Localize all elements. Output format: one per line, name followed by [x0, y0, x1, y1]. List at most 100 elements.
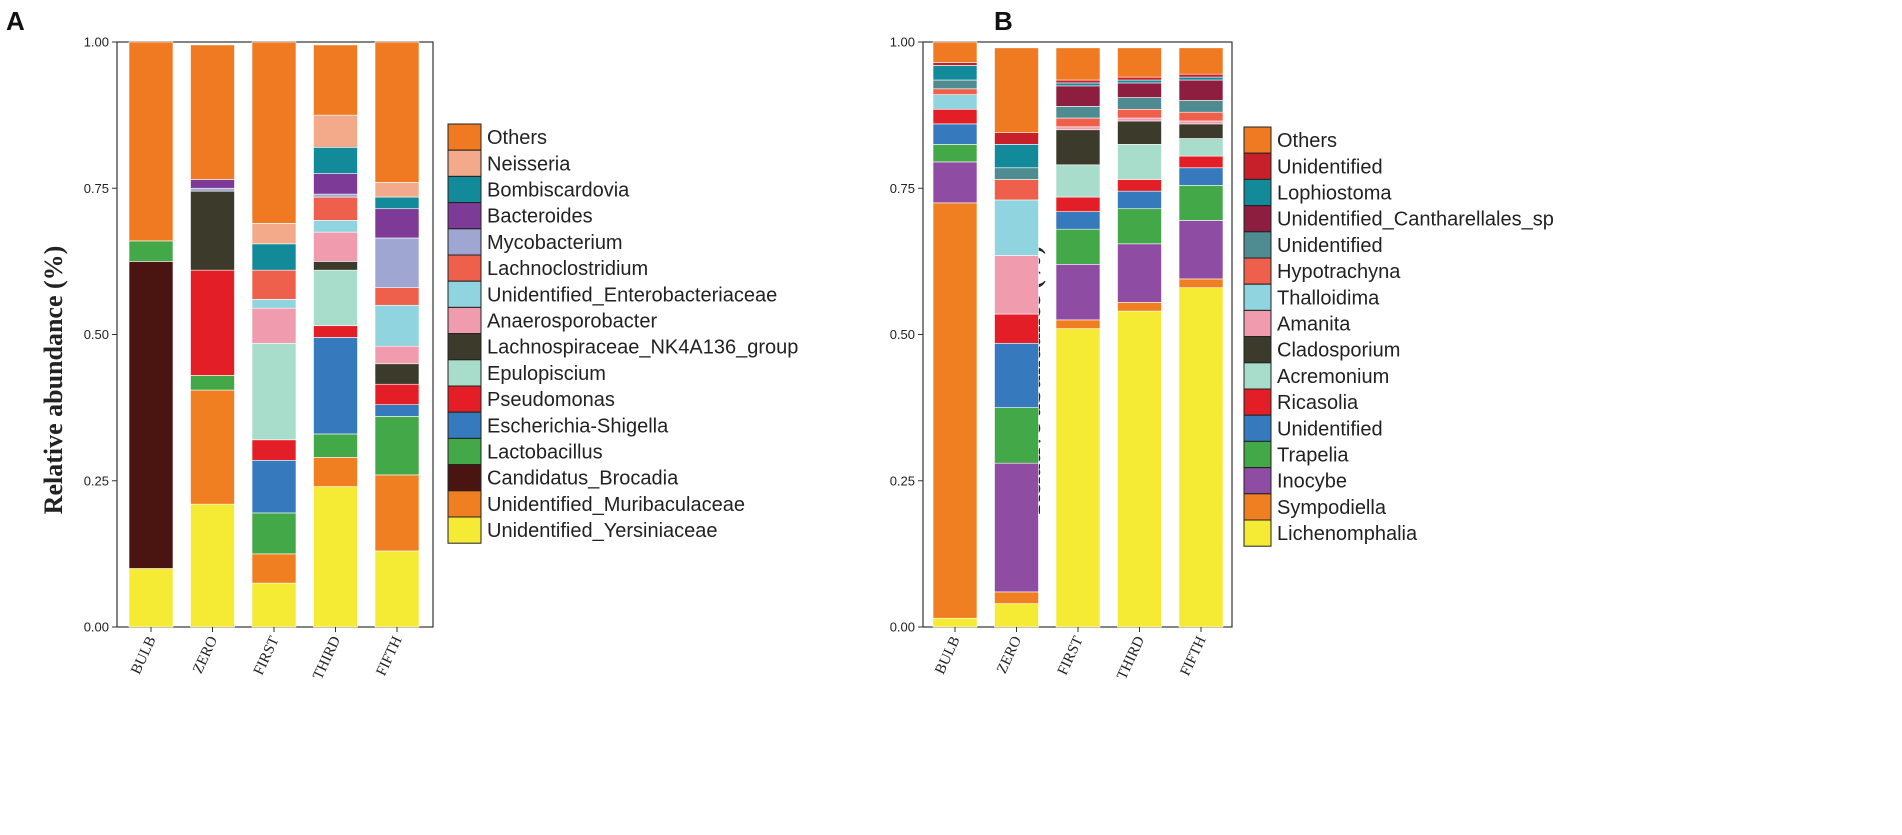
pb-legend-label-ricasolia: Ricasolia	[1277, 392, 1359, 414]
pa-legend-label-mycobacterium: Mycobacterium	[487, 232, 623, 254]
pa-bar-first-escherichia-shigella	[251, 459, 297, 514]
y-axis-label-a: Relative abundance (%)	[39, 246, 68, 515]
pa-legend-swatch-lachnospiraceae-nk4a136-group	[447, 333, 482, 361]
pa-bar-zero-unidentified-muribaculaceae	[190, 389, 235, 505]
pb-bar-fifth-trapelia	[1178, 185, 1224, 221]
pa-bar-fifth-bombiscardovia	[374, 196, 420, 210]
pa-bar-third-escherichia-shigella	[313, 337, 358, 435]
pa-bar-fifth-bacteroides	[374, 208, 420, 239]
pb-bar-zero-amanita	[994, 255, 1039, 315]
pa-bar-bulb-lactobacillus	[128, 240, 174, 262]
pa-legend-swatch-others	[447, 123, 482, 151]
pb-bar-first-sympodiella	[1055, 319, 1101, 329]
pb-bar-first-acremonium	[1055, 164, 1101, 198]
pa-legend-label-bacteroides: Bacteroides	[487, 206, 593, 228]
pa-bar-third-lactobacillus	[313, 433, 358, 458]
pa-bar-fifth-unidentified-yersiniaceae	[374, 550, 420, 628]
pa-legend-swatch-lactobacillus	[447, 437, 482, 466]
pb-legend-swatch-others	[1243, 126, 1272, 154]
pa-legend-label-candidatus-brocadia: Candidatus_Brocadia	[487, 468, 679, 490]
pb-legend-label-lophiostoma: Lophiostoma	[1277, 183, 1392, 205]
pb-y-tick-label: 0.50	[890, 327, 915, 342]
pb-bar-fifth-hypotrachyna	[1178, 111, 1224, 122]
pb-bar-zero-inocybe	[994, 462, 1039, 593]
pb-legend-label-others: Others	[1277, 130, 1337, 152]
pb-y-tick-label: 0.00	[890, 620, 915, 635]
pb-bar-zero-trapelia	[994, 407, 1039, 464]
pb-bar-bulb-lichenomphalia	[932, 617, 978, 628]
pb-legend-label-unidentified: Unidentified	[1277, 418, 1383, 440]
pa-bar-third-pseudomonas	[313, 325, 358, 338]
pb-bar-third-trapelia	[1117, 208, 1162, 245]
pb-bar-fifth-acremonium	[1178, 138, 1224, 157]
pb-bar-zero-lichenomphalia	[994, 603, 1039, 628]
pb-legend-swatch-lichenomphalia	[1243, 519, 1272, 547]
pa-bar-third-lachnoclostridium	[313, 196, 358, 221]
panel-label-b: B	[994, 6, 1013, 36]
pb-bar-third-unidentified	[1117, 76, 1162, 81]
pa-legend-swatch-bombiscardovia	[447, 175, 482, 204]
pb-bar-fifth-others	[1178, 47, 1224, 75]
pb-bar-third-others	[1117, 47, 1162, 78]
pb-bar-bulb-lophiostoma	[932, 65, 978, 81]
pa-bar-third-bombiscardovia	[313, 147, 358, 174]
pb-bar-zero-ricasolia	[994, 313, 1039, 344]
pa-bar-first-epulopiscium	[251, 342, 297, 441]
pb-legend-label-sympodiella: Sympodiella	[1277, 497, 1387, 519]
pa-legend-swatch-unidentified-yersiniaceae	[447, 516, 482, 544]
pa-bar-third-unidentified-muribaculaceae	[313, 457, 358, 487]
pb-bar-third-lichenomphalia	[1117, 310, 1162, 628]
pa-bar-fifth-mycobacterium	[374, 237, 420, 289]
pb-bar-third-unidentified	[1117, 190, 1162, 210]
pa-x-tick-label-bulb: BULB	[128, 634, 159, 677]
pb-bar-first-lichenomphalia	[1055, 328, 1101, 628]
pb-x-tick-label-third: THIRD	[1114, 634, 1148, 682]
pb-legend-label-lichenomphalia: Lichenomphalia	[1277, 523, 1418, 545]
pa-bar-fifth-anaerosporobacter	[374, 345, 420, 365]
pa-bar-first-unidentified-enterobacteriaceae	[251, 299, 297, 309]
pa-bar-fifth-unidentified-muribaculaceae	[374, 474, 420, 552]
pb-bar-third-sympodiella	[1117, 302, 1162, 312]
pb-bar-bulb-ricasolia	[932, 108, 978, 125]
pb-legend-label-thalloidima: Thalloidima	[1277, 287, 1380, 309]
pa-bar-first-lachnoclostridium	[251, 269, 297, 300]
pa-bar-third-anaerosporobacter	[313, 231, 358, 262]
panel-b: B Relative abundance (%) 0.000.250.500.7…	[890, 6, 1554, 682]
pb-bar-fifth-unidentified	[1178, 167, 1224, 186]
pb-bar-third-hypotrachyna	[1117, 108, 1162, 119]
pb-bar-first-ricasolia	[1055, 196, 1101, 212]
pa-bar-first-lactobacillus	[251, 512, 297, 555]
pb-bar-third-inocybe	[1117, 243, 1162, 303]
pb-legend-swatch-thalloidima	[1243, 283, 1272, 311]
pb-legend-swatch-sympodiella	[1243, 493, 1272, 521]
pa-legend-label-unidentified-yersiniaceae: Unidentified_Yersiniaceae	[487, 520, 718, 542]
pb-x-tick-label-fifth: FIFTH	[1178, 634, 1210, 679]
pa-bar-first-anaerosporobacter	[251, 307, 297, 344]
pa-legend-label-lactobacillus: Lactobacillus	[487, 442, 603, 464]
pb-bar-third-ricasolia	[1117, 179, 1162, 192]
pa-legend-swatch-pseudomonas	[447, 385, 482, 413]
pb-bar-first-others	[1055, 47, 1101, 81]
pb-legend-label-unidentified: Unidentified	[1277, 235, 1383, 257]
pb-bar-bulb-unidentified	[932, 123, 978, 145]
plot-area-a: 0.00 0.25 0.50 0.75 1.00 BULB ZERO FIRST THIRD FI…	[84, 35, 434, 682]
pb-bar-fifth-sympodiella	[1178, 278, 1224, 288]
pa-legend-swatch-anaerosporobacter	[447, 306, 482, 335]
pa-bar-zero-bacteroides	[190, 179, 235, 189]
pa-bar-third-unidentified-yersiniaceae	[313, 486, 358, 628]
panel-a: A Relative abundance (%) 0.00 0.25 0.50 0.7…	[6, 6, 798, 682]
pb-legend-swatch-unidentified	[1243, 152, 1272, 180]
pa-bar-third-unidentified-enterobacteriaceae	[313, 220, 358, 233]
pb-bar-third-unidentified	[1117, 97, 1162, 110]
pb-legend-swatch-unidentified	[1243, 231, 1272, 259]
pa-bar-first-unidentified-muribaculaceae	[251, 553, 297, 584]
pb-legend-swatch-lophiostoma	[1243, 178, 1272, 207]
pa-legend-label-bombiscardovia: Bombiscardovia	[487, 180, 630, 202]
pa-legend-swatch-candidatus-brocadia	[447, 464, 482, 492]
pa-bar-first-bombiscardovia	[251, 243, 297, 271]
pa-legend-label-anaerosporobacter: Anaerosporobacter	[487, 311, 657, 333]
pa-bar-fifth-lachnospiraceae-nk4a136-group	[374, 363, 420, 385]
pa-bar-fifth-lachnoclostridium	[374, 287, 420, 306]
pb-legend-swatch-inocybe	[1243, 467, 1272, 495]
